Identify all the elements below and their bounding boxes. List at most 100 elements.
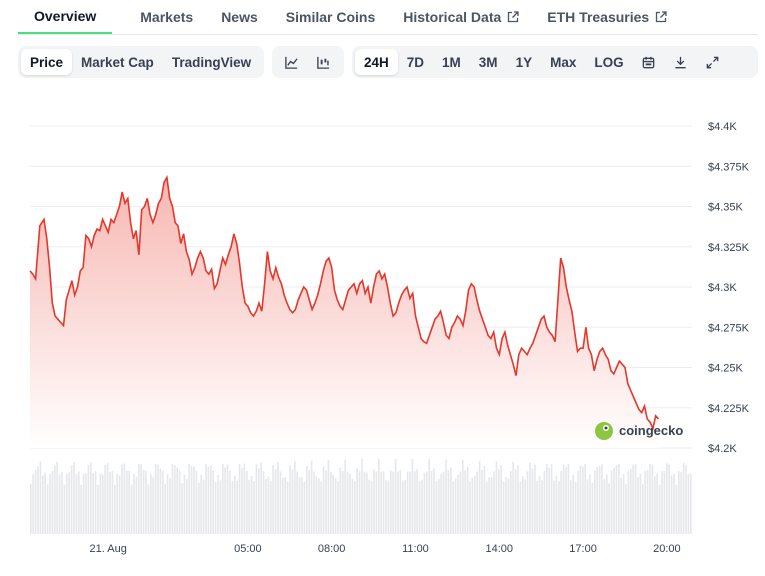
- range-1m-button[interactable]: 1M: [442, 54, 461, 70]
- volume-bar: [670, 475, 673, 534]
- range-max-button[interactable]: Max: [550, 54, 577, 70]
- volume-bar: [459, 471, 462, 534]
- volume-bar: [176, 467, 178, 534]
- volume-bar: [250, 475, 253, 534]
- volume-bar: [462, 460, 464, 534]
- volume-bar: [291, 469, 294, 534]
- chart-toolbar: Price Market Cap TradingView 24H 7D 1M 3M 1Y Ma…: [18, 46, 758, 78]
- volume-bar: [142, 469, 145, 534]
- volume-bar: [526, 471, 529, 534]
- volume-bar: [589, 474, 591, 534]
- candlestick-chart-icon[interactable]: [307, 49, 339, 75]
- volume-bar: [121, 464, 123, 534]
- volume-bar: [51, 471, 54, 534]
- tab-label: ETH Treasuries: [547, 9, 650, 25]
- volume-bar: [457, 474, 459, 534]
- volume-bar: [313, 471, 315, 534]
- range-1y-button[interactable]: 1Y: [515, 54, 533, 70]
- volume-bar: [440, 473, 442, 534]
- volume-bar: [553, 480, 555, 534]
- volume-bar: [294, 461, 296, 534]
- volume-bar: [608, 483, 610, 534]
- volume-bar: [75, 473, 78, 534]
- volume-bar: [154, 464, 157, 534]
- view-price-button[interactable]: Price: [21, 49, 73, 75]
- volume-bar: [397, 471, 399, 534]
- range-3m-button[interactable]: 3M: [478, 54, 498, 70]
- fullscreen-icon[interactable]: [697, 49, 729, 75]
- volume-bar: [351, 479, 354, 534]
- range-log-button[interactable]: LOG: [594, 54, 624, 70]
- volume-bar: [646, 470, 649, 534]
- volume-bar: [505, 476, 507, 534]
- volume-bar: [159, 468, 162, 534]
- volume-bar: [464, 470, 466, 534]
- volume-bar: [118, 475, 121, 534]
- volume-bar: [661, 470, 663, 534]
- volume-bar: [610, 470, 613, 534]
- volume-bar: [411, 459, 414, 534]
- volume-bar: [666, 463, 668, 534]
- volume-bar: [37, 466, 39, 534]
- volume-bar: [380, 471, 382, 534]
- range-group: 24H 7D 1M 3M 1Y Max LOG: [352, 46, 758, 78]
- volume-bar: [402, 480, 404, 534]
- volume-bar: [236, 480, 238, 534]
- volume-bar: [248, 480, 250, 534]
- volume-bar: [579, 465, 582, 534]
- tab-bar: Overview Markets News Similar Coins Historic…: [18, 0, 758, 35]
- external-link-icon: [508, 11, 519, 23]
- tab-label: Overview: [34, 8, 97, 24]
- volume-bar: [260, 462, 262, 534]
- volume-bar: [284, 477, 286, 534]
- volume-bar: [315, 475, 318, 534]
- view-market-cap-button[interactable]: Market Cap: [81, 54, 154, 70]
- volume-bar: [517, 464, 519, 534]
- volume-bar: [637, 477, 639, 534]
- tab-historical-data[interactable]: Historical Data: [403, 0, 519, 34]
- y-tick-label: $4.2K: [708, 443, 737, 455]
- volume-bar: [442, 471, 445, 534]
- volume-bar: [306, 466, 308, 534]
- y-tick-label: $4.375K: [708, 161, 750, 173]
- tab-markets[interactable]: Markets: [140, 0, 193, 34]
- view-tradingview-button[interactable]: TradingView: [171, 54, 252, 70]
- volume-bar: [382, 471, 385, 534]
- volume-bar: [87, 465, 90, 534]
- volume-bar: [620, 478, 622, 534]
- volume-bar: [435, 481, 438, 534]
- range-24h-button[interactable]: 24H: [355, 49, 398, 75]
- volume-bar: [524, 479, 526, 534]
- x-tick-label: 14:00: [486, 543, 514, 555]
- calendar-icon[interactable]: [633, 49, 665, 75]
- tab-similar-coins[interactable]: Similar Coins: [286, 0, 375, 34]
- volume-bar: [272, 464, 274, 534]
- volume-bar: [428, 459, 430, 534]
- volume-bar: [296, 471, 298, 534]
- volume-bar: [85, 473, 87, 534]
- volume-bar: [363, 471, 366, 534]
- volume-bar: [378, 459, 380, 534]
- volume-bar: [46, 484, 49, 534]
- volume-bar: [94, 471, 97, 534]
- volume-bar: [500, 465, 502, 534]
- tab-eth-treasuries[interactable]: ETH Treasuries: [547, 0, 667, 34]
- coingecko-logo-icon: [595, 422, 613, 440]
- download-icon[interactable]: [665, 49, 697, 75]
- volume-bar: [147, 484, 150, 534]
- volume-bar: [78, 471, 80, 534]
- volume-bar: [238, 464, 241, 534]
- tab-news[interactable]: News: [221, 0, 258, 34]
- volume-bar: [200, 474, 202, 534]
- volume-bar: [145, 470, 147, 534]
- y-tick-label: $4.35K: [708, 202, 744, 214]
- tab-overview[interactable]: Overview: [18, 0, 113, 34]
- volume-bar: [627, 470, 630, 534]
- price-line: [29, 175, 660, 432]
- line-chart-icon[interactable]: [275, 49, 307, 75]
- volume-bar: [229, 470, 231, 534]
- volume-bar: [682, 462, 685, 534]
- volume-bar: [596, 466, 598, 534]
- range-7d-button[interactable]: 7D: [406, 54, 425, 70]
- volume-bar: [534, 464, 536, 534]
